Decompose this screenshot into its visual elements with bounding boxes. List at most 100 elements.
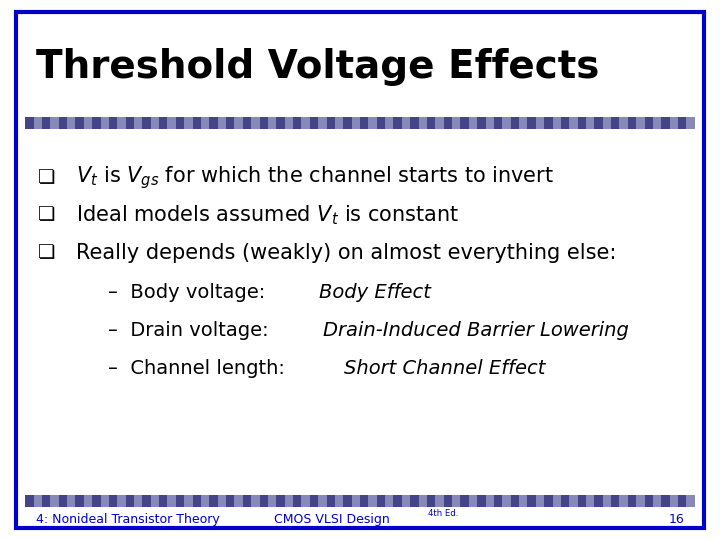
Bar bbox=[59, 495, 67, 507]
Bar bbox=[636, 117, 644, 129]
Bar bbox=[595, 495, 603, 507]
Bar bbox=[126, 495, 134, 507]
Bar bbox=[577, 117, 586, 129]
Bar bbox=[561, 117, 570, 129]
Bar bbox=[235, 495, 243, 507]
FancyBboxPatch shape bbox=[16, 12, 704, 528]
Bar bbox=[544, 117, 552, 129]
Bar bbox=[570, 495, 577, 507]
Text: 16: 16 bbox=[668, 513, 684, 526]
Bar bbox=[377, 495, 385, 507]
Bar bbox=[485, 117, 494, 129]
Bar bbox=[243, 117, 251, 129]
Bar bbox=[143, 117, 150, 129]
Bar bbox=[469, 495, 477, 507]
Bar bbox=[436, 495, 444, 507]
Bar bbox=[611, 495, 619, 507]
Bar bbox=[50, 117, 59, 129]
Text: CMOS VLSI Design: CMOS VLSI Design bbox=[274, 513, 393, 526]
Bar bbox=[510, 117, 519, 129]
Bar bbox=[444, 117, 452, 129]
Bar bbox=[276, 495, 284, 507]
Bar bbox=[268, 117, 276, 129]
Bar bbox=[418, 117, 427, 129]
Bar bbox=[84, 495, 92, 507]
Bar bbox=[670, 117, 678, 129]
Bar bbox=[284, 117, 293, 129]
Bar bbox=[570, 117, 577, 129]
Bar bbox=[510, 495, 519, 507]
Bar bbox=[360, 495, 369, 507]
Bar bbox=[226, 495, 235, 507]
Bar bbox=[586, 117, 595, 129]
Text: ❏: ❏ bbox=[38, 205, 55, 225]
Bar bbox=[552, 495, 561, 507]
Text: Ideal models assumed $V_t$ is constant: Ideal models assumed $V_t$ is constant bbox=[76, 203, 459, 227]
Bar bbox=[351, 117, 360, 129]
Bar bbox=[343, 117, 351, 129]
Bar bbox=[477, 495, 485, 507]
Bar bbox=[402, 117, 410, 129]
Bar bbox=[192, 495, 201, 507]
Bar bbox=[461, 117, 469, 129]
Bar bbox=[561, 495, 570, 507]
Bar bbox=[92, 495, 101, 507]
Bar bbox=[210, 117, 217, 129]
Bar bbox=[678, 117, 686, 129]
Text: $V_t$ is $V_{gs}$ for which the channel starts to invert: $V_t$ is $V_{gs}$ for which the channel … bbox=[76, 164, 554, 191]
Bar bbox=[369, 117, 377, 129]
Bar bbox=[661, 495, 670, 507]
Bar bbox=[310, 117, 318, 129]
Text: –  Drain voltage:: – Drain voltage: bbox=[108, 321, 275, 340]
Bar bbox=[644, 495, 653, 507]
Bar bbox=[670, 495, 678, 507]
Bar bbox=[418, 495, 427, 507]
Bar bbox=[653, 117, 662, 129]
Bar bbox=[661, 117, 670, 129]
Bar bbox=[84, 117, 92, 129]
Bar bbox=[67, 117, 76, 129]
Bar bbox=[628, 495, 636, 507]
Bar bbox=[636, 495, 644, 507]
Bar bbox=[117, 495, 125, 507]
Bar bbox=[217, 117, 226, 129]
Bar bbox=[385, 117, 394, 129]
Bar bbox=[251, 117, 260, 129]
Bar bbox=[276, 117, 284, 129]
Bar bbox=[469, 117, 477, 129]
Bar bbox=[76, 117, 84, 129]
Bar bbox=[335, 495, 343, 507]
Bar bbox=[586, 495, 595, 507]
Bar bbox=[410, 495, 418, 507]
Bar bbox=[50, 495, 59, 507]
Bar bbox=[619, 117, 628, 129]
Bar bbox=[477, 117, 485, 129]
Bar bbox=[351, 495, 360, 507]
Bar bbox=[628, 117, 636, 129]
Text: –  Channel length:: – Channel length: bbox=[108, 359, 291, 378]
Bar bbox=[686, 495, 695, 507]
Bar bbox=[92, 117, 101, 129]
Text: Body Effect: Body Effect bbox=[319, 283, 431, 302]
Text: Short Channel Effect: Short Channel Effect bbox=[344, 359, 546, 378]
Bar bbox=[527, 117, 536, 129]
Bar bbox=[201, 117, 210, 129]
Bar bbox=[461, 495, 469, 507]
Bar bbox=[226, 117, 235, 129]
Bar bbox=[168, 117, 176, 129]
Bar bbox=[603, 495, 611, 507]
Bar bbox=[42, 495, 50, 507]
Bar bbox=[235, 117, 243, 129]
Bar bbox=[109, 117, 117, 129]
Bar bbox=[176, 117, 184, 129]
Text: 4th Ed.: 4th Ed. bbox=[428, 509, 459, 517]
Text: Really depends (weakly) on almost everything else:: Really depends (weakly) on almost everyt… bbox=[76, 242, 616, 263]
Bar bbox=[385, 495, 394, 507]
Bar bbox=[143, 495, 150, 507]
Bar bbox=[603, 117, 611, 129]
Bar bbox=[452, 495, 461, 507]
Bar bbox=[503, 117, 510, 129]
Bar bbox=[34, 117, 42, 129]
Bar bbox=[25, 495, 34, 507]
Bar bbox=[577, 495, 586, 507]
